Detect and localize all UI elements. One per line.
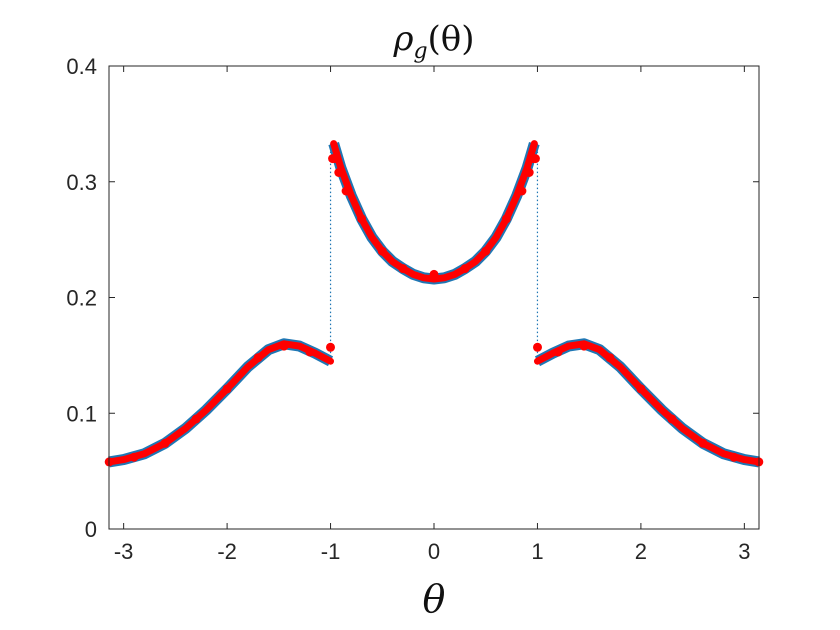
data-point xyxy=(667,414,677,424)
data-point xyxy=(553,347,563,357)
y-ticks: 0 0.1 0.2 0.3 0.4 xyxy=(66,54,759,542)
data-point xyxy=(579,341,589,351)
data-point xyxy=(357,214,367,224)
data-point xyxy=(429,269,439,279)
title-tail: (θ) xyxy=(428,19,475,59)
data-point xyxy=(398,264,408,274)
data-point xyxy=(501,214,511,224)
data-point xyxy=(253,353,263,363)
data-point xyxy=(305,347,315,357)
marker-series xyxy=(104,154,764,467)
data-point xyxy=(341,186,351,196)
x-tick-label: 2 xyxy=(635,539,647,564)
x-tick-label: -1 xyxy=(321,539,341,564)
y-tick-label: 0.1 xyxy=(66,401,97,426)
y-tick-label: 0.3 xyxy=(66,170,97,195)
data-point xyxy=(530,154,540,164)
x-ticks: -3 -2 -1 0 1 2 3 xyxy=(114,66,750,564)
plot-area xyxy=(109,66,759,529)
data-point xyxy=(524,168,534,177)
y-tick-label: 0.4 xyxy=(66,54,97,79)
data-point xyxy=(377,246,387,256)
data-point xyxy=(129,452,139,462)
dotted-connectors xyxy=(329,143,539,362)
data-point xyxy=(481,246,491,256)
data-point xyxy=(636,384,646,394)
chart-title: ρg(θ) xyxy=(392,19,474,64)
title-subscript: g xyxy=(413,39,427,64)
x-axis-label: θ xyxy=(423,577,446,621)
data-point xyxy=(160,438,170,448)
y-tick-label: 0.2 xyxy=(66,286,97,311)
data-point xyxy=(533,342,542,352)
data-point xyxy=(517,186,527,196)
x-tick-label: -3 xyxy=(114,539,134,564)
y-tick-label: 0 xyxy=(85,517,97,542)
data-point xyxy=(334,168,344,177)
x-tick-label: 3 xyxy=(738,539,750,564)
data-point xyxy=(222,384,232,394)
title-main: ρ xyxy=(392,19,413,59)
data-point xyxy=(729,452,739,462)
x-tick-label: 1 xyxy=(531,539,543,564)
data-point xyxy=(698,438,708,448)
curve-overlay-2 xyxy=(330,140,538,283)
data-point xyxy=(330,154,340,164)
data-point xyxy=(279,341,289,351)
x-tick-label: -2 xyxy=(217,539,237,564)
data-point xyxy=(460,264,470,274)
data-point xyxy=(191,414,201,424)
x-tick-label: 0 xyxy=(428,539,440,564)
data-point xyxy=(326,342,335,352)
data-point xyxy=(605,353,615,363)
